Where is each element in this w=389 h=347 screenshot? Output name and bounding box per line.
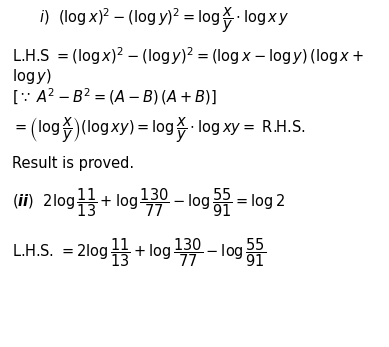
Text: $\log y)$: $\log y)$ (12, 67, 52, 85)
Text: $[\because\;A^2 - B^2 = (A-B)\,(A+B)]$: $[\because\;A^2 - B^2 = (A-B)\,(A+B)]$ (12, 86, 217, 107)
Text: $= \left(\log \dfrac{x}{y}\right)(\log xy) = \log \dfrac{x}{y} \cdot \log xy = $: $= \left(\log \dfrac{x}{y}\right)(\log x… (12, 115, 307, 145)
Text: L.H.S $= (\log x)^2 - (\log y)^2 = (\log x - \log y)\,(\log x +$: L.H.S $= (\log x)^2 - (\log y)^2 = (\log… (12, 45, 364, 67)
Text: L.H.S. $= 2\log \dfrac{11}{13} + \log \dfrac{130}{77} - \log \dfrac{55}{91}$: L.H.S. $= 2\log \dfrac{11}{13} + \log \d… (12, 237, 267, 269)
Text: $(\boldsymbol{ii})$  $2\log \dfrac{11}{13} + \log \dfrac{130}{77} - \log \dfrac{: $(\boldsymbol{ii})$ $2\log \dfrac{11}{13… (12, 186, 286, 219)
Text: Result is proved.: Result is proved. (12, 156, 135, 171)
Text: $\boldsymbol{\mathit{i)}}$  $(\log x)^2 - (\log y)^2 = \log \dfrac{x}{y} \cdot \: $\boldsymbol{\mathit{i)}}$ $(\log x)^2 -… (39, 6, 290, 35)
